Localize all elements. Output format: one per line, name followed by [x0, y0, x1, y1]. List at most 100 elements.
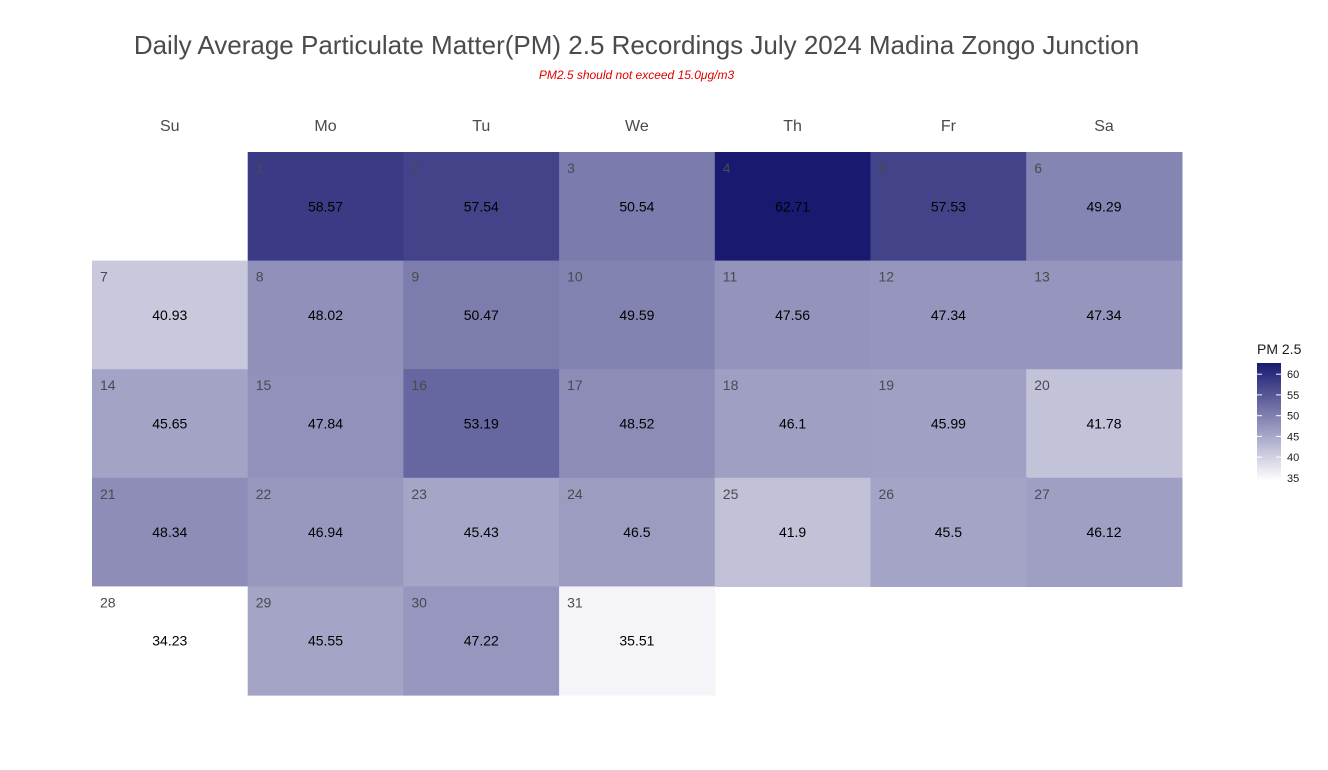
day-cell: 848.02	[247, 260, 404, 370]
day-value: 46.12	[1086, 524, 1121, 540]
legend-tick-label: 60	[1287, 369, 1299, 381]
day-number: 13	[1034, 269, 1050, 285]
day-number: 6	[1034, 160, 1042, 176]
weekday-label-th: Th	[783, 118, 802, 135]
day-cell: 25 41.9	[714, 477, 872, 587]
day-value: 50.47	[464, 307, 499, 323]
weekday-label-we: We	[625, 118, 649, 135]
day-cell: 31 35.51	[559, 586, 716, 696]
weekday-label-tu: Tu	[472, 118, 490, 135]
legend-tick-label: 45	[1287, 431, 1299, 443]
legend-tick-label: 40	[1287, 452, 1299, 464]
day-cell-fill	[870, 152, 1027, 262]
day-number: 18	[723, 377, 739, 393]
day-number: 26	[879, 486, 895, 502]
day-value: 34.23	[152, 633, 187, 649]
day-value: 47.34	[931, 307, 966, 323]
day-value: 50.54	[619, 198, 654, 214]
day-number: 10	[567, 269, 583, 285]
day-cell: 27 46.12	[1026, 477, 1183, 587]
day-cell: 19 45.99	[870, 369, 1027, 479]
day-number: 8	[256, 269, 264, 285]
day-value: 47.34	[1086, 307, 1121, 323]
day-cell: 26 45.5	[870, 477, 1027, 587]
day-cell-fill	[559, 369, 716, 479]
day-value: 45.99	[931, 416, 966, 432]
day-cell-fill	[559, 260, 716, 370]
day-value: 57.53	[931, 198, 966, 214]
day-number: 20	[1034, 377, 1050, 393]
day-number: 16	[411, 377, 427, 393]
day-value: 48.34	[152, 524, 187, 540]
calendar-cells: 158.57257.54350.54462.71557.53649.29740.…	[92, 152, 1183, 696]
day-value: 48.02	[308, 307, 343, 323]
day-cell: 18 46.1	[714, 369, 872, 479]
day-cell-fill	[714, 369, 872, 479]
day-cell-fill	[247, 152, 404, 262]
day-value: 40.93	[152, 307, 187, 323]
day-cell-fill	[559, 586, 716, 696]
day-cell-fill	[403, 260, 560, 370]
weekday-labels: Su Mo Tu We Th Fr Sa	[160, 118, 1114, 135]
day-value: 47.22	[464, 633, 499, 649]
day-number: 24	[567, 486, 583, 502]
day-cell: 28 34.23	[92, 586, 249, 696]
day-cell: 462.71	[714, 152, 872, 262]
day-cell-fill	[247, 369, 404, 479]
day-number: 22	[256, 486, 272, 502]
day-value: 47.84	[308, 416, 343, 432]
day-number: 21	[100, 486, 116, 502]
day-cell-fill	[559, 477, 716, 587]
weekday-label-fr: Fr	[941, 118, 957, 135]
day-number: 4	[723, 160, 731, 176]
day-cell-fill	[559, 152, 716, 262]
day-cell-fill	[247, 477, 404, 587]
day-cell-fill	[870, 477, 1027, 587]
day-number: 9	[411, 269, 419, 285]
day-value: 41.78	[1086, 416, 1121, 432]
day-cell: 12 47.34	[870, 260, 1027, 370]
day-cell-fill	[1026, 152, 1183, 262]
day-cell-fill	[247, 260, 404, 370]
day-value: 35.51	[619, 633, 654, 649]
day-value: 45.55	[308, 633, 343, 649]
day-cell: 158.57	[247, 152, 404, 262]
color-legend: PM 2.5 35 40 45 50 55 60	[1257, 341, 1302, 485]
day-cell-fill	[92, 477, 249, 587]
day-cell: 950.47	[403, 260, 560, 370]
day-number: 23	[411, 486, 427, 502]
day-number: 30	[411, 594, 427, 610]
day-cell-fill	[870, 260, 1027, 370]
day-number: 3	[567, 160, 575, 176]
day-cell: 740.93	[92, 260, 249, 370]
day-cell-fill	[403, 477, 560, 587]
day-cell-fill	[714, 260, 872, 370]
legend-colorbar	[1257, 363, 1281, 481]
day-cell: 29 45.55	[247, 586, 404, 696]
day-cell-fill	[403, 152, 560, 262]
day-cell-fill	[92, 586, 249, 696]
day-value: 45.43	[464, 524, 499, 540]
day-cell-fill	[92, 260, 249, 370]
legend-tick-label: 55	[1287, 390, 1299, 402]
day-cell: 15 47.84	[247, 369, 404, 479]
day-value: 46.5	[623, 524, 650, 540]
day-number: 15	[256, 377, 272, 393]
day-cell: 13 47.34	[1026, 260, 1183, 370]
day-number: 12	[879, 269, 895, 285]
day-number: 31	[567, 594, 583, 610]
day-number: 11	[723, 269, 738, 285]
day-cell-fill	[403, 586, 560, 696]
day-cell: 21 48.34	[92, 477, 249, 587]
day-cell: 257.54	[403, 152, 560, 262]
day-number: 2	[411, 160, 419, 176]
day-number: 7	[100, 269, 108, 285]
day-value: 46.94	[308, 524, 343, 540]
day-value: 47.56	[775, 307, 810, 323]
day-cell: 22 46.94	[247, 477, 404, 587]
day-cell-fill	[714, 477, 872, 587]
legend-title: PM 2.5	[1257, 341, 1302, 357]
day-number: 5	[879, 160, 887, 176]
legend-tick-label: 35	[1287, 473, 1299, 485]
day-cell: 557.53	[870, 152, 1027, 262]
